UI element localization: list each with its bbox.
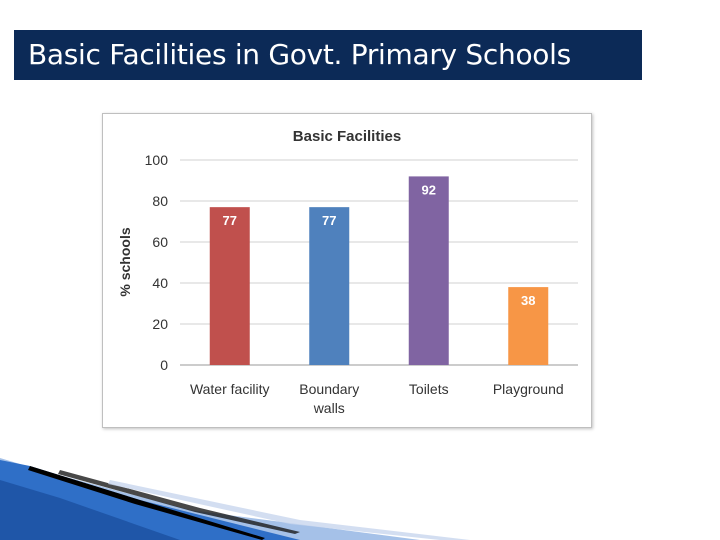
bar <box>408 176 449 365</box>
bar <box>209 207 250 365</box>
x-tick-label: Boundary <box>299 381 359 397</box>
data-label: 77 <box>223 213 237 228</box>
x-tick-labels: Water facility Boundary walls Toilets Playgr… <box>190 381 564 416</box>
x-tick-label: Water facility <box>190 381 270 397</box>
chart-frame: Basic Facilities % schools 0 20 40 60 80 100 … <box>102 113 592 428</box>
bar <box>508 287 549 365</box>
y-tick-label: 60 <box>152 234 168 250</box>
x-tick-label: walls <box>313 400 345 416</box>
data-label: 77 <box>322 213 336 228</box>
x-tick-label: Toilets <box>409 381 449 397</box>
x-tick-label: Playground <box>493 381 564 397</box>
y-tick-label: 40 <box>152 275 168 291</box>
y-axis-label: % schools <box>117 227 133 296</box>
bar-chart: Basic Facilities % schools 020406080100 … <box>117 128 578 416</box>
data-label: 38 <box>521 293 535 308</box>
bar <box>309 207 350 365</box>
y-tick-label: 0 <box>160 357 168 373</box>
y-tick-labels: 0 20 40 60 80 100 <box>145 152 169 373</box>
decorative-swoosh <box>0 458 470 540</box>
chart-title: Basic Facilities <box>293 128 401 145</box>
slide-title: Basic Facilities in Govt. Primary School… <box>28 38 571 71</box>
data-label: 92 <box>422 182 436 197</box>
y-tick-label: 80 <box>152 193 168 209</box>
y-tick-label: 20 <box>152 316 168 332</box>
y-tick-label: 100 <box>145 152 169 168</box>
bars: 77 77 92 38 <box>209 176 549 365</box>
title-bar: Basic Facilities in Govt. Primary School… <box>14 30 642 80</box>
